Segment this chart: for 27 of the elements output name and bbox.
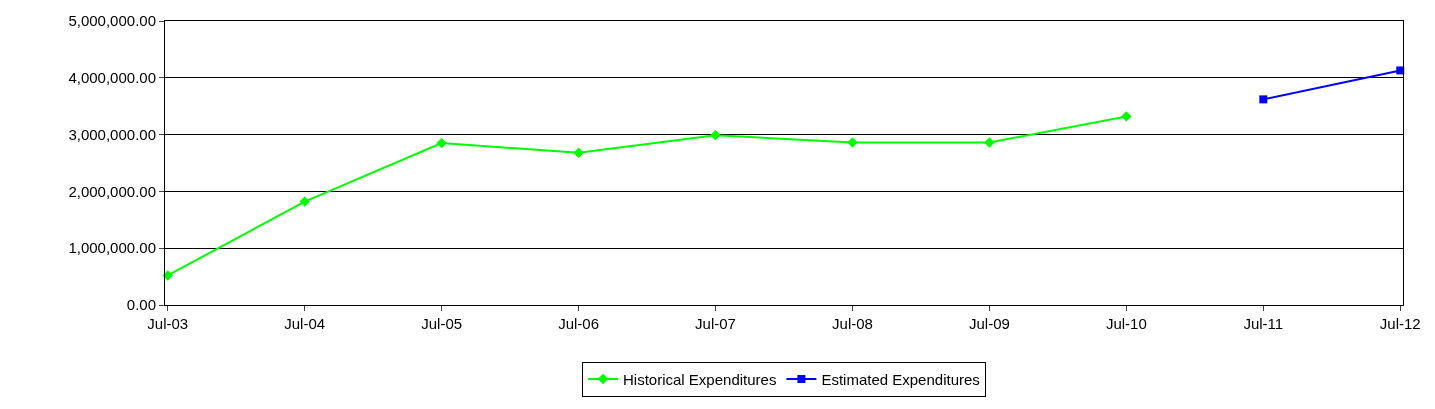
y-tick-label: 1,000,000.00 — [68, 239, 156, 257]
x-tick-label: Jul-12 — [1379, 315, 1421, 332]
y-tick-label: 2,000,000.00 — [68, 182, 156, 200]
point — [299, 196, 310, 207]
x-tick-label: Jul-08 — [832, 315, 873, 332]
x-tick-label: Jul-07 — [695, 315, 736, 332]
point — [1259, 95, 1268, 104]
x-tick-label: Jul-11 — [1243, 315, 1284, 332]
x-tick-label: Jul-10 — [1105, 315, 1147, 332]
x-tick-label: Jul-03 — [147, 315, 189, 332]
point — [984, 137, 995, 148]
point — [710, 129, 721, 141]
legend-label: Estimated Expenditures — [821, 370, 980, 388]
y-tick-label: 3,000,000.00 — [68, 125, 156, 143]
x-tick-label: Jul-06 — [558, 315, 600, 332]
y-tick-label: 0.00 — [126, 296, 156, 314]
x-tick-label: Jul-09 — [968, 315, 1010, 332]
point — [573, 147, 584, 158]
point — [162, 270, 173, 281]
point — [436, 137, 447, 149]
y-tick-label: 4,000,000.00 — [68, 69, 156, 87]
x-tick-label: Jul-04 — [284, 315, 326, 332]
x-tick-label: Jul-05 — [421, 315, 463, 332]
legend-label: Historical Expenditures — [623, 370, 777, 388]
point — [847, 137, 858, 148]
point — [1121, 111, 1132, 122]
y-tick-label: 5,000,000.00 — [68, 12, 156, 30]
